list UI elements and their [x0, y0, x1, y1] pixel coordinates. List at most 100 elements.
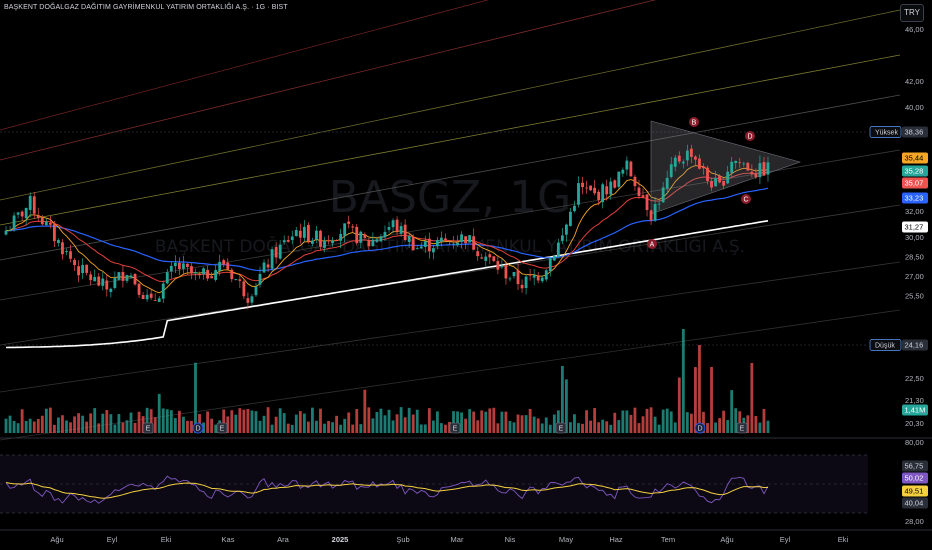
- volume-bar: [202, 422, 205, 433]
- candle-body: [536, 275, 540, 281]
- moving-averages: [5, 165, 769, 349]
- volume-bars: [4, 329, 770, 433]
- candle-body: [133, 274, 137, 285]
- price-badge-value: 31,27: [905, 223, 924, 232]
- volume-bar: [395, 414, 399, 433]
- volume-bar: [476, 420, 480, 433]
- candle-body: [762, 162, 766, 176]
- time-axis-tick: Haz: [609, 535, 623, 544]
- candle-body: [617, 171, 621, 187]
- volume-bar: [101, 413, 105, 433]
- volume-bar: [564, 379, 568, 433]
- currency-button[interactable]: TRY: [900, 4, 924, 22]
- candle-body: [52, 224, 56, 242]
- candle-body: [89, 274, 93, 281]
- volume-bar: [28, 418, 32, 433]
- candles: [4, 144, 770, 310]
- candle-body: [685, 150, 689, 161]
- candle-body: [93, 276, 97, 282]
- candle-body: [202, 268, 205, 275]
- volume-bar: [645, 408, 649, 433]
- candle-body: [173, 262, 177, 267]
- volume-bar: [73, 416, 76, 433]
- volume-bar: [734, 408, 738, 433]
- time-axis-tick: Eyl: [780, 535, 791, 544]
- volume-bar: [121, 422, 125, 433]
- candle-body: [302, 226, 306, 238]
- ema-long-line: [6, 187, 769, 272]
- candle-body: [335, 240, 339, 241]
- candle-body: [407, 236, 411, 243]
- candle-body: [97, 276, 101, 286]
- volume-bar: [593, 408, 597, 433]
- candle-body: [230, 269, 234, 280]
- volume-bar: [186, 420, 189, 433]
- time-axis: Ağu Eyl Eki Kas Ara 2025 Şub Mar Nis May Haz Tem Ağu…: [50, 535, 848, 544]
- candle-body: [194, 272, 197, 274]
- volume-bar: [730, 390, 734, 433]
- volume-bar: [242, 409, 246, 433]
- time-axis-tick: Mar: [451, 535, 464, 544]
- channel-line: [0, 261, 901, 393]
- candle-body: [411, 236, 415, 251]
- volume-bar: [609, 424, 613, 433]
- symbol-header: BAŞKENT DOĞALGAZ DAĞITIM GAYRİMENKUL YAT…: [4, 4, 288, 11]
- volume-bar: [61, 415, 64, 433]
- volume-bar: [456, 411, 459, 433]
- price-badge-box: [902, 126, 928, 138]
- candle-body: [57, 240, 60, 244]
- candle-body: [440, 237, 443, 242]
- price-badge-box: [902, 404, 928, 416]
- candle-body: [137, 283, 141, 295]
- candle-body: [399, 226, 403, 234]
- volume-bar: [722, 410, 726, 433]
- candle-body: [480, 257, 484, 259]
- candle-body: [488, 254, 492, 258]
- candle-body: [395, 219, 399, 232]
- candle-body: [238, 279, 242, 281]
- channel-line: [0, 0, 490, 131]
- candle-body: [512, 272, 516, 277]
- candle-body: [754, 174, 758, 178]
- volume-bar: [57, 417, 60, 433]
- event-label: D: [195, 426, 200, 433]
- candle-body: [161, 283, 165, 299]
- event-label: E: [453, 426, 458, 433]
- volume-bar: [278, 408, 282, 433]
- volume-bar: [681, 329, 685, 433]
- price-badge: 33,23: [902, 192, 928, 204]
- volume-bar: [758, 422, 762, 433]
- candle-body: [121, 271, 125, 281]
- candle-body: [552, 256, 556, 261]
- volume-bar: [427, 408, 431, 433]
- volume-bar: [528, 408, 532, 433]
- candle-body: [677, 155, 681, 162]
- candle-body: [508, 278, 512, 280]
- volume-bar: [383, 415, 387, 433]
- candle-body: [403, 224, 407, 240]
- volume-bar: [472, 411, 476, 433]
- volume-bar: [673, 422, 677, 433]
- volume-bar: [581, 423, 584, 433]
- pattern-marker: [745, 131, 755, 141]
- candle-body: [48, 222, 52, 225]
- volume-bar: [569, 422, 572, 433]
- volume-bar: [190, 420, 193, 433]
- rsi-badge: 49,51: [902, 485, 928, 497]
- candle-body: [371, 239, 375, 247]
- volume-bar: [210, 418, 214, 433]
- volume-bar: [117, 414, 121, 433]
- pattern-label: D: [747, 134, 752, 141]
- candle-body: [254, 286, 258, 296]
- candle-body: [315, 230, 318, 239]
- earnings-icon: [736, 422, 748, 434]
- volume-bar: [762, 408, 766, 433]
- volume-bar: [524, 415, 528, 433]
- candle-body: [339, 233, 343, 241]
- candle-body: [698, 158, 701, 169]
- volume-bar: [238, 408, 242, 433]
- price-badge: 31,27: [902, 221, 928, 233]
- candle-body: [61, 242, 64, 255]
- price-badge-value: 35,44: [905, 154, 924, 163]
